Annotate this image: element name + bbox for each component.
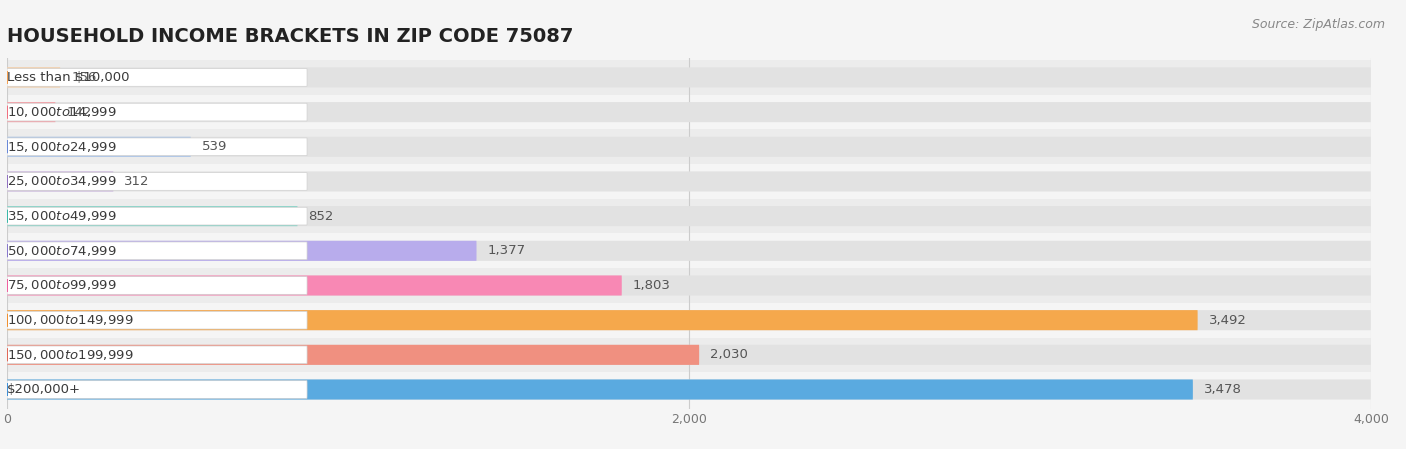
FancyBboxPatch shape <box>7 277 307 295</box>
FancyBboxPatch shape <box>7 67 60 88</box>
Bar <box>7 129 1371 164</box>
Text: $50,000 to $74,999: $50,000 to $74,999 <box>7 244 117 258</box>
FancyBboxPatch shape <box>7 311 307 329</box>
FancyBboxPatch shape <box>7 137 191 157</box>
Bar <box>7 268 1371 303</box>
FancyBboxPatch shape <box>7 379 1192 400</box>
Text: 852: 852 <box>308 210 333 223</box>
FancyBboxPatch shape <box>7 102 55 122</box>
Text: $150,000 to $199,999: $150,000 to $199,999 <box>7 348 134 362</box>
Text: 1,377: 1,377 <box>488 244 526 257</box>
FancyBboxPatch shape <box>7 346 307 364</box>
Text: 539: 539 <box>201 140 228 153</box>
Text: $100,000 to $149,999: $100,000 to $149,999 <box>7 313 134 327</box>
Text: $15,000 to $24,999: $15,000 to $24,999 <box>7 140 117 154</box>
Bar <box>7 60 1371 95</box>
FancyBboxPatch shape <box>7 172 114 192</box>
Text: 3,478: 3,478 <box>1204 383 1241 396</box>
FancyBboxPatch shape <box>7 69 307 86</box>
Text: 3,492: 3,492 <box>1209 314 1247 327</box>
Bar <box>7 372 1371 407</box>
FancyBboxPatch shape <box>7 275 1371 295</box>
Text: Source: ZipAtlas.com: Source: ZipAtlas.com <box>1251 18 1385 31</box>
FancyBboxPatch shape <box>7 241 477 261</box>
Bar <box>7 199 1371 233</box>
FancyBboxPatch shape <box>7 207 307 225</box>
Text: $200,000+: $200,000+ <box>7 383 82 396</box>
FancyBboxPatch shape <box>7 138 307 156</box>
Bar <box>7 303 1371 338</box>
Text: $35,000 to $49,999: $35,000 to $49,999 <box>7 209 117 223</box>
FancyBboxPatch shape <box>7 172 307 190</box>
Text: 1,803: 1,803 <box>633 279 671 292</box>
FancyBboxPatch shape <box>7 381 307 398</box>
FancyBboxPatch shape <box>7 137 1371 157</box>
FancyBboxPatch shape <box>7 310 1371 330</box>
FancyBboxPatch shape <box>7 345 1371 365</box>
Text: 312: 312 <box>124 175 150 188</box>
Bar <box>7 233 1371 268</box>
FancyBboxPatch shape <box>7 379 1371 400</box>
FancyBboxPatch shape <box>7 102 1371 122</box>
FancyBboxPatch shape <box>7 242 307 260</box>
Text: 2,030: 2,030 <box>710 348 748 361</box>
FancyBboxPatch shape <box>7 275 621 295</box>
Text: $25,000 to $34,999: $25,000 to $34,999 <box>7 175 117 189</box>
Text: $75,000 to $99,999: $75,000 to $99,999 <box>7 278 117 292</box>
Text: $10,000 to $14,999: $10,000 to $14,999 <box>7 105 117 119</box>
FancyBboxPatch shape <box>7 310 1198 330</box>
FancyBboxPatch shape <box>7 206 1371 226</box>
FancyBboxPatch shape <box>7 206 298 226</box>
FancyBboxPatch shape <box>7 103 307 121</box>
Bar <box>7 164 1371 199</box>
FancyBboxPatch shape <box>7 241 1371 261</box>
Text: HOUSEHOLD INCOME BRACKETS IN ZIP CODE 75087: HOUSEHOLD INCOME BRACKETS IN ZIP CODE 75… <box>7 26 574 46</box>
Bar <box>7 95 1371 129</box>
Text: 156: 156 <box>72 71 97 84</box>
FancyBboxPatch shape <box>7 172 1371 192</box>
Bar <box>7 338 1371 372</box>
Text: Less than $10,000: Less than $10,000 <box>7 71 129 84</box>
Text: 142: 142 <box>66 106 91 119</box>
FancyBboxPatch shape <box>7 67 1371 88</box>
FancyBboxPatch shape <box>7 345 699 365</box>
